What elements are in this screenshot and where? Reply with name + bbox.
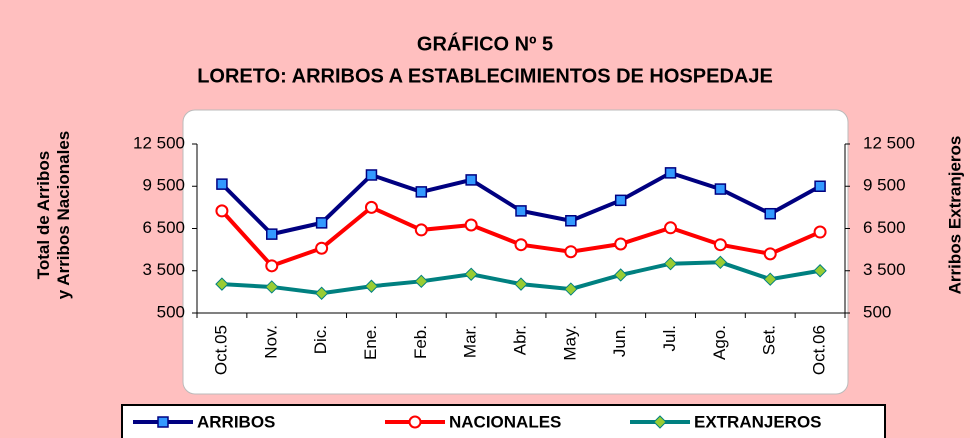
marker xyxy=(364,279,379,293)
x-tick-label: Ene. xyxy=(361,325,380,360)
marker xyxy=(365,169,378,181)
x-tick-label: Nov. xyxy=(261,325,280,359)
y-axis-title: Total de Arribosy Arribos Nacionales xyxy=(34,131,73,300)
x-tick-label: Jul. xyxy=(660,325,679,351)
marker xyxy=(713,238,727,252)
marker xyxy=(364,200,378,214)
marker xyxy=(613,268,628,282)
y-title-line: Total de Arribos xyxy=(34,151,53,279)
y-title-line: y Arribos Nacionales xyxy=(54,131,73,300)
marker xyxy=(813,264,827,278)
y-tick-label: 12 500 xyxy=(133,133,185,152)
marker xyxy=(514,238,528,252)
marker xyxy=(514,277,528,291)
marker xyxy=(713,255,728,270)
marker xyxy=(408,415,422,429)
y2-tick-label: 6 500 xyxy=(863,218,906,237)
y-tick-label: 9 500 xyxy=(142,176,185,195)
marker xyxy=(564,282,578,296)
y2-axis-title: Arribos Extranjeros xyxy=(945,136,964,295)
marker xyxy=(414,274,429,289)
marker xyxy=(464,218,478,232)
marker xyxy=(564,245,578,259)
y2-tick-label: 3 500 xyxy=(863,260,906,279)
marker xyxy=(265,280,279,294)
marker xyxy=(764,207,776,220)
marker xyxy=(614,194,627,207)
marker xyxy=(157,416,169,428)
marker xyxy=(464,267,478,281)
marker xyxy=(664,221,678,235)
x-tick-label: Abr. xyxy=(510,325,529,355)
x-tick-label: Set. xyxy=(760,325,779,355)
marker xyxy=(763,247,777,261)
x-tick-label: Oct.05 xyxy=(211,325,230,375)
legend-label: ARRIBOS xyxy=(197,412,275,431)
x-tick-label: Mar. xyxy=(461,325,480,358)
marker xyxy=(215,204,229,218)
marker xyxy=(614,237,628,251)
y2-tick-label: 500 xyxy=(863,302,891,321)
x-tick-label: May. xyxy=(560,325,579,361)
marker xyxy=(415,186,428,198)
chart-subtitle: LORETO: ARRIBOS A ESTABLECIMIENTOS DE HO… xyxy=(197,65,773,87)
y-tick-label: 3 500 xyxy=(142,260,185,279)
marker xyxy=(565,215,577,227)
y2-tick-label: 9 500 xyxy=(863,176,906,195)
marker xyxy=(714,183,727,195)
legend-box xyxy=(121,404,886,438)
y-tick-label: 6 500 xyxy=(142,218,185,237)
x-tick-label: Ago. xyxy=(710,325,729,360)
marker xyxy=(813,225,827,239)
marker xyxy=(663,257,678,271)
marker xyxy=(763,272,777,286)
plot-area xyxy=(182,109,849,395)
marker xyxy=(653,415,667,429)
legend-label: NACIONALES xyxy=(449,412,561,431)
marker xyxy=(814,180,826,192)
y-tick-label: 500 xyxy=(157,302,185,321)
x-tick-label: Feb. xyxy=(411,325,430,359)
marker xyxy=(664,167,677,179)
x-tick-label: Dic. xyxy=(311,325,330,354)
marker xyxy=(266,228,278,240)
marker xyxy=(465,174,477,186)
marker xyxy=(216,178,228,190)
marker xyxy=(314,286,329,300)
x-tick-label: Oct.06 xyxy=(810,325,829,375)
marker xyxy=(315,217,328,229)
marker xyxy=(414,223,428,237)
x-tick-label: Jun. xyxy=(610,325,629,357)
marker xyxy=(215,277,229,291)
marker xyxy=(515,205,527,217)
chart-title: GRÁFICO Nº 5 xyxy=(417,32,553,55)
y-title-group: Total de Arribosy Arribos Nacionales xyxy=(34,131,73,300)
legend-label: EXTRANJEROS xyxy=(694,412,822,431)
marker xyxy=(315,241,329,255)
marker xyxy=(265,259,279,273)
y2-tick-label: 12 500 xyxy=(863,133,915,152)
